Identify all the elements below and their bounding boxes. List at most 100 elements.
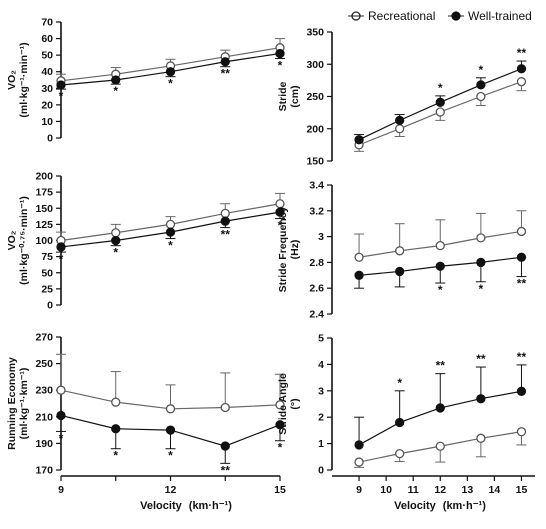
chart-left-bottom-significance-label: * [278,441,283,455]
chart-left-bottom-well-trained-point [56,410,66,421]
chart-right-bottom-y-axis-unit: (°) [289,398,301,409]
chart-left-top-y-tick-label: 20 [41,99,53,111]
chart-right-bottom-y-tick-label: 4 [318,359,324,371]
chart-right-middle-y-tick-label: 3 [318,231,324,243]
chart-left-middle-recreational-point [220,208,230,219]
chart-left-bottom-recreational-point [220,402,230,413]
x-axis-label-right-main: Velocity [394,500,436,512]
chart-left-top-well-trained-point [275,48,285,59]
chart-left-middle-y-tick-label: 75 [41,251,53,263]
chart-right-bottom-well-trained-point [395,417,405,428]
legend: Recreational Well-trained [348,9,532,23]
x-axis-label-left: Velocity (km·h⁻¹) [140,500,232,512]
chart-left-middle-well-trained-point [56,242,66,252]
chart-left-middle-significance-label: ** [221,228,231,242]
chart-left-bottom-recreational-point [111,397,121,407]
chart-right-bottom-x-tick-label: 9 [356,484,362,496]
chart-right-middle-significance-label: * [438,283,443,297]
chart-right-middle-well-trained-point [516,252,527,262]
chart-left-top-y-tick-label: 40 [41,66,53,78]
chart-right-middle-recreational-point [476,233,486,243]
chart-right-bottom-significance-label: ** [476,352,486,366]
x-axis-label-right-unit: (km·h⁻¹) [443,500,486,512]
chart-left-bottom-significance-label: * [113,449,118,463]
chart-left-top-well-trained-point [220,57,230,67]
chart-left-bottom-recreational-point [165,404,176,414]
chart-right-bottom-recreational-point [354,457,364,467]
chart-right-bottom-significance-label: ** [517,350,527,364]
chart-left-middle-significance-label: * [113,246,118,260]
chart-left-middle-well-trained-point [220,216,230,226]
chart-left-bottom-y-tick-label: 190 [35,438,53,450]
chart-left-middle-significance-label: * [278,219,283,233]
chart-right-top-y-axis-unit: (cm) [289,85,301,107]
chart-right-top-well-trained-point [354,135,364,145]
chart-right-bottom-recreational-point [476,433,486,443]
chart-left-top-y-tick-label: 30 [41,83,53,95]
chart-right-bottom-well-trained-point [516,386,527,396]
chart-right-top-y-tick-label: 350 [306,27,324,39]
chart-left-middle-y-tick-label: 175 [35,187,53,199]
chart-left-middle-y-tick-label: 25 [41,283,53,295]
chart-left-middle-y-tick-label: 200 [35,171,53,183]
chart-left-bottom-well-trained-point [111,424,121,434]
chart-left-top-y-axis-label: VO₂ [6,70,18,90]
chart-left-middle-y-tick-label: 100 [35,235,53,247]
chart-right-middle-recreational-point [395,246,405,256]
chart-right-top-y-tick-label: 150 [306,156,324,168]
chart-right-bottom-well-trained-point [354,440,364,450]
chart-left-bottom-y-tick-label: 250 [35,358,53,370]
chart-right-top-recreational-point [435,107,445,117]
chart-left-top-well-trained-point [111,75,121,85]
chart-right-bottom-significance-label: ** [436,359,446,373]
chart-left-middle-y-tick-label: 50 [41,267,53,279]
chart-left-bottom-significance-label: * [168,449,173,463]
chart-left-middle: 0 25 50 75 100 125 150 175 200 VO₂ (ml·kg⁻⁰·⁷⁵·min… [6,171,285,312]
chart-right-bottom-y-tick-label: 3 [318,385,324,397]
chart-right-bottom-x-tick-label: 15 [516,484,528,496]
chart-right-bottom-significance-label: * [397,376,402,390]
chart-left-bottom-x-tick-label: 12 [165,484,177,496]
x-axis-label-left-unit: (km·h⁻¹) [189,500,232,512]
chart-left-middle-well-trained-point [165,227,176,237]
chart-right-middle-well-trained-point [354,270,364,280]
chart-left-bottom-well-trained-point [275,420,285,430]
chart-right-top-well-trained-point [395,115,405,126]
chart-right-middle-well-trained-point [395,266,405,277]
chart-left-bottom-significance-label: * [59,431,64,445]
chart-right-middle-significance-label: ** [517,277,527,291]
chart-left-top-y-tick-label: 0 [47,133,53,145]
legend-label-recreational: Recreational [368,9,435,23]
x-axis-label-right: Velocity (km·h⁻¹) [394,500,486,512]
chart-right-top-y-tick-label: 200 [306,123,324,135]
chart-right-top-y-axis-label: Stride [277,81,289,111]
chart-left-bottom-y-axis-label: Running Economy [6,357,18,450]
chart-right-middle-y-tick-label: 2.6 [309,283,324,295]
chart-left-middle-y-axis-label: VO₂ [6,230,18,250]
chart-right-middle-y-tick-label: 2.4 [309,309,324,321]
chart-right-bottom-x-tick-label: 12 [434,484,446,496]
chart-right-middle-recreational-point [435,240,445,251]
chart-left-bottom-significance-label: ** [221,463,231,477]
chart-left-top-significance-label: ** [221,67,231,81]
chart-right-bottom-recreational-point [395,448,405,459]
chart-right-middle-y-axis-label: Stride Frequency [277,206,289,292]
chart-left-top-y-tick-label: 70 [41,17,53,29]
chart-left-top-y-axis-unit: (ml·kg⁻¹·min⁻¹) [18,42,30,117]
legend-filled-marker [451,11,461,21]
chart-left-middle-recreational-point [111,228,121,238]
chart-left-top-y-tick-label: 60 [41,33,53,45]
chart-right-middle-recreational-point [354,252,364,262]
chart-right-top-well-trained-point [516,64,527,74]
chart-left-top-well-trained-point [56,80,66,90]
chart-left-middle-well-trained-point [275,207,285,217]
chart-left-top-significance-label: * [278,58,283,72]
chart-left-bottom-y-tick-label: 170 [35,465,53,477]
chart-right-bottom-x-tick-label: 11 [408,484,419,496]
chart-left-bottom-well-trained-point [220,441,230,451]
